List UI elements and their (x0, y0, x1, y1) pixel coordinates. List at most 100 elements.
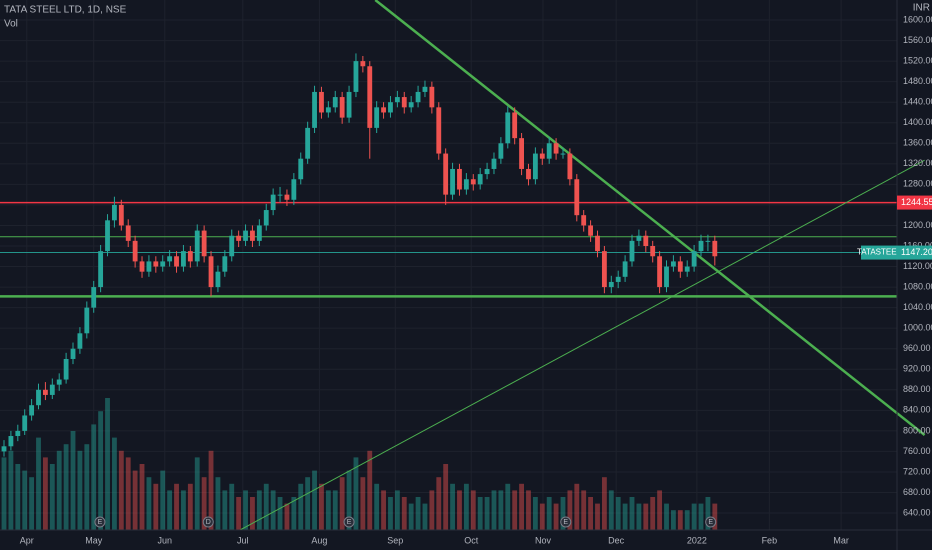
volume-bar (187, 483, 193, 530)
volume-bar (574, 483, 580, 530)
candle-body (312, 91, 317, 128)
y-tick-label: 1600.00 (903, 14, 932, 24)
candle-body (408, 102, 414, 108)
y-tick-label: 720.00 (903, 466, 931, 476)
volume-bar (450, 483, 455, 530)
volume-bar (215, 477, 221, 530)
volume-bar (457, 490, 462, 530)
volume-bar (670, 510, 676, 530)
candle-body (381, 107, 386, 113)
candle-body (367, 66, 373, 128)
symbol-tag (861, 245, 897, 260)
volume-bar (36, 437, 41, 530)
volume-bar (484, 497, 490, 530)
volume-bar (629, 497, 635, 530)
event-label: E (347, 519, 352, 526)
volume-bar (581, 490, 587, 530)
volume-bar (567, 490, 573, 530)
candle-body (305, 127, 311, 159)
volume-bar (595, 503, 600, 530)
candle-body (622, 261, 628, 277)
candle-body (608, 281, 614, 288)
volume-bar (588, 497, 594, 530)
candle-body (650, 245, 656, 257)
volume-bar (339, 477, 345, 530)
event-label: D (206, 519, 211, 526)
volume-bar (408, 503, 414, 530)
volume-bar (105, 398, 110, 530)
y-tick-label: 880.00 (903, 384, 931, 394)
candle-body (49, 384, 55, 395)
volume-bar (388, 497, 393, 530)
volume-bar (208, 450, 214, 530)
volume-bar (491, 490, 497, 530)
candle-body (470, 179, 476, 185)
volume-bar (312, 470, 317, 530)
volume-pane (1, 398, 718, 530)
candle-body (677, 261, 683, 272)
y-tick-label: 800.00 (903, 425, 931, 435)
candle-body (595, 235, 600, 252)
volume-bar (125, 457, 131, 530)
candle-body (553, 143, 559, 154)
volume-bar (15, 464, 21, 530)
candle-body (574, 179, 580, 216)
y-tick-label: 680.00 (903, 487, 931, 497)
candle-body (187, 251, 193, 262)
volume-bar (49, 464, 55, 530)
volume-bar (346, 470, 352, 530)
volume-bar (222, 490, 228, 530)
candle-body (346, 91, 352, 118)
x-tick-label: 2022 (687, 535, 707, 545)
candle-body (291, 179, 297, 200)
price-tag-label: 1147.20 (901, 247, 932, 257)
candle-body (118, 204, 124, 226)
candle-body (505, 112, 511, 144)
price-tag (897, 195, 932, 210)
volume-label: Vol (4, 19, 18, 30)
candle-body (84, 307, 90, 334)
candle-body (691, 251, 697, 267)
candle-body (705, 240, 711, 242)
candle-body (36, 389, 41, 406)
candles (1, 53, 718, 457)
drawings (0, 0, 926, 531)
candle-body (546, 143, 552, 159)
candle-body (153, 261, 159, 267)
y-tick-label: 760.00 (903, 446, 931, 456)
candle-body (139, 261, 145, 272)
volume-bar (477, 497, 483, 530)
volume-bar (643, 503, 649, 530)
volume-bar (415, 497, 421, 530)
volume-bar (615, 497, 621, 530)
candle-body (429, 86, 435, 108)
volume-bar (132, 470, 138, 530)
volume-bar (381, 490, 386, 530)
volume-bar (374, 483, 380, 530)
y-tick-label: 1200.00 (903, 220, 932, 230)
y-tick-label: 840.00 (903, 405, 931, 415)
candle-body (132, 240, 138, 262)
x-tick-label: Oct (464, 535, 479, 545)
volume-bar (553, 503, 559, 530)
volume-bar (422, 503, 428, 530)
volume-bar (167, 490, 173, 530)
candle-body (201, 230, 207, 257)
candle-body (353, 61, 359, 92)
volume-bar (63, 444, 69, 530)
candle-body (339, 97, 345, 118)
x-tick-label: Sep (387, 535, 403, 545)
event-icon (560, 516, 572, 528)
volume-bar (236, 497, 242, 530)
volume-bar (698, 503, 704, 530)
symbol-tag-label: TATASTEEL (857, 248, 902, 257)
candle-body (146, 261, 152, 272)
y-tick-label: 1080.00 (903, 281, 932, 291)
candle-body (167, 256, 173, 262)
grid (0, 0, 897, 530)
candle-body (581, 215, 587, 226)
candle-body (636, 235, 642, 241)
y-tick-label: 1120.00 (903, 261, 932, 271)
